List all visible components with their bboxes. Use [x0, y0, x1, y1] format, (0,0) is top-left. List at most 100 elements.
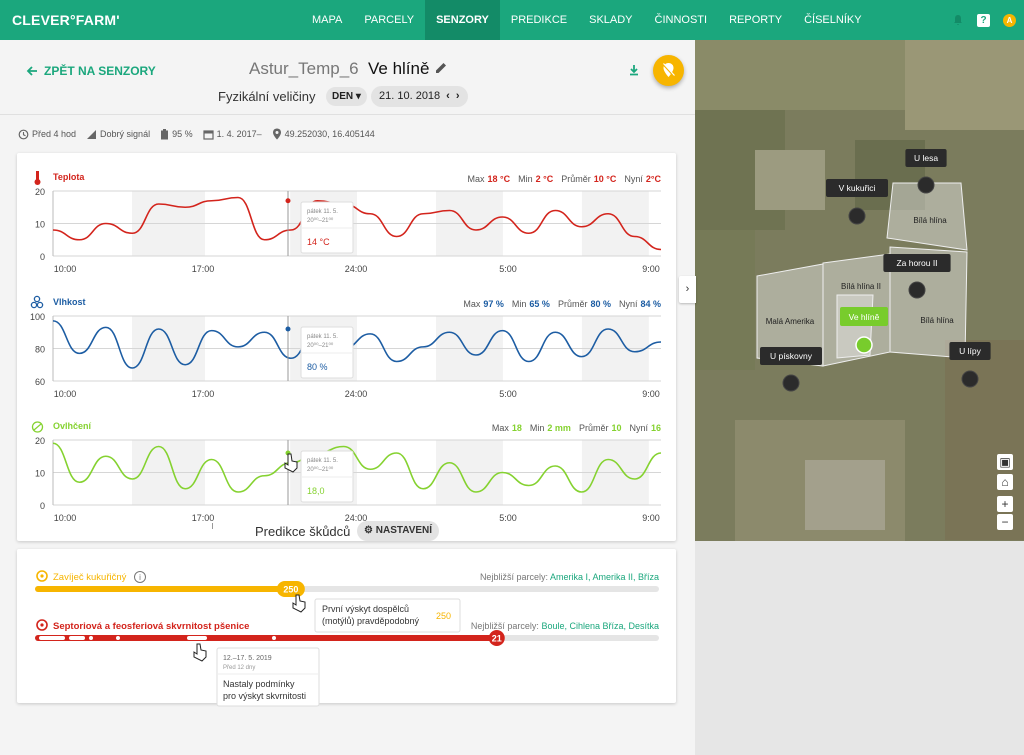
parcel-label: Bílá hlína: [920, 316, 954, 325]
chart-tooltip: pátek 11. 5. 20⁰⁰–21⁰⁰ 80 %: [300, 326, 354, 379]
divider-mark: [212, 523, 213, 529]
sensor-marker[interactable]: U lesa: [905, 149, 947, 194]
hover-point: [285, 326, 291, 332]
chart-stats: Max 18 °C Min 2 °C Průměr 10 °C Nyní 2°C: [467, 174, 661, 184]
chevron-left-icon[interactable]: ‹: [446, 90, 450, 102]
series-line: [52, 442, 662, 493]
sensor-marker[interactable]: U lípy: [949, 342, 991, 388]
info-battery: 95 %: [160, 128, 193, 140]
chart-title: Ovlhčení: [53, 421, 92, 431]
event-mark: [187, 636, 207, 640]
nav-item-sklady[interactable]: SKLADY: [589, 14, 633, 26]
pest-tooltip-1: První výskyt dospělců (motýlů) pravděpodo…: [314, 598, 461, 633]
info-installed: 1. 4. 2017–: [202, 129, 262, 140]
info-coords: 49.252030, 16.405144: [272, 128, 375, 140]
svg-text:i: i: [139, 573, 141, 582]
nav-item-senzory[interactable]: SENZORY: [425, 0, 500, 40]
satellite-map[interactable]: Bílá hlína Bílá hlína II Malá Amerika Bílá …: [695, 40, 1024, 541]
svg-text:14 °C: 14 °C: [307, 237, 330, 247]
sensor-name: Astur_Temp_6: [249, 59, 359, 78]
parcel-bila-hlina-top[interactable]: [886, 182, 968, 251]
chevron-right-icon[interactable]: ›: [455, 90, 460, 102]
back-to-sensors-link[interactable]: ZPĚT NA SENZORY: [26, 64, 156, 78]
download-icon[interactable]: [628, 64, 640, 76]
pest-row[interactable]: Zavíječ kukuřičný i Nejbližší parcely: Ame…: [35, 570, 659, 597]
y-tick-label: 10: [35, 469, 45, 479]
svg-text:První výskyt dospělců: První výskyt dospělců: [322, 604, 409, 614]
info-icon[interactable]: i: [134, 571, 146, 583]
period-select[interactable]: DEN ▾: [326, 87, 367, 106]
svg-text:U lípy: U lípy: [959, 346, 981, 356]
y-tick-label: 0: [40, 501, 45, 511]
map-zoom-in-button[interactable]: +: [997, 496, 1013, 512]
sensor-marker[interactable]: Za horou II: [883, 254, 951, 299]
parcel-label: Malá Amerika: [766, 317, 815, 326]
map-view[interactable]: Bílá hlína Bílá hlína II Malá Amerika Bílá …: [695, 40, 1024, 541]
sensor-marker[interactable]: V kukuřici: [826, 179, 888, 225]
y-tick-label: 0: [40, 252, 45, 262]
pencil-icon[interactable]: [434, 61, 448, 75]
svg-text:80 %: 80 %: [307, 362, 328, 372]
nav-item-mapa[interactable]: MAPA: [312, 14, 343, 26]
avatar[interactable]: A: [1003, 13, 1016, 27]
y-tick-label: 20: [35, 187, 45, 197]
main-nav: MAPA PARCELY SENZORY PREDIKCE SKLADY ČIN…: [301, 0, 873, 40]
info-signal: Dobrý signál: [86, 129, 150, 140]
chart-1: 100 80 60 10:00 17:00 24:00 5:00 9:00 Vlhkost Max…: [30, 295, 662, 399]
sensor-info-row: Před 4 hod Dobrý signál 95 % 1. 4. 2017–…: [18, 128, 375, 140]
chart-title: Vlhkost: [53, 297, 86, 307]
prediction-settings-button[interactable]: ⚙ NASTAVENÍ: [357, 521, 440, 541]
map-terrain: [805, 460, 885, 530]
help-icon[interactable]: ?: [977, 13, 990, 27]
map-layers-button[interactable]: ▣: [997, 454, 1013, 470]
battery-text: 95 %: [172, 129, 193, 139]
sensor-marker-active[interactable]: Ve hlíně: [840, 307, 888, 354]
hand-cursor-icon: [193, 643, 207, 662]
map-collapse-toggle[interactable]: ›: [679, 276, 696, 303]
chart-title: Teplota: [53, 172, 85, 182]
svg-text:U lesa: U lesa: [914, 153, 938, 163]
nav-item-predikce[interactable]: PREDIKCE: [510, 14, 568, 26]
parcel-label: Bílá hlína II: [841, 282, 881, 291]
calendar-icon: [202, 129, 214, 140]
quantities-label: Fyzikální veličiny: [218, 89, 316, 104]
series-line: [52, 196, 662, 251]
bug-icon: [36, 570, 48, 582]
map-home-button[interactable]: ⌂: [997, 474, 1013, 490]
map-zoom-out-button[interactable]: −: [997, 514, 1013, 530]
x-tick-label: 10:00: [54, 264, 77, 274]
pin-off-icon: [662, 63, 675, 77]
header-divider: [0, 114, 695, 115]
nav-item-cinnosti[interactable]: ČINNOSTI: [654, 14, 708, 26]
svg-text:20⁰⁰–21⁰⁰: 20⁰⁰–21⁰⁰: [307, 466, 334, 473]
svg-text:Ve hlíně: Ve hlíně: [849, 312, 880, 322]
date-picker[interactable]: 21. 10. 2018 ‹ ›: [371, 86, 468, 107]
coords-text: 49.252030, 16.405144: [284, 129, 375, 139]
app-logo[interactable]: CLEVER°FARM': [12, 12, 120, 28]
map-terrain: [905, 40, 1024, 130]
info-updated: Před 4 hod: [18, 129, 76, 140]
nav-item-reporty[interactable]: REPORTY: [729, 14, 783, 26]
chart-0: 20 10 0 10:00 17:00 24:00 5:00 9:00 Teplota Max 18…: [34, 171, 662, 274]
parcel-mala-amerika[interactable]: [756, 263, 824, 367]
map-terrain: [755, 150, 825, 210]
event-mark: [39, 636, 65, 640]
nav-item-parcely[interactable]: PARCELY: [364, 14, 415, 26]
svg-text:pro výskyt skvrnitosti: pro výskyt skvrnitosti: [223, 691, 306, 701]
event-mark: [116, 636, 120, 640]
x-tick-label: 24:00: [345, 264, 368, 274]
predictions-title: Predikce škůdců: [255, 524, 351, 539]
y-tick-label: 20: [35, 436, 45, 446]
bell-icon[interactable]: [952, 14, 964, 26]
pest-row[interactable]: Septoriová a feosferiová skvrnitost pšen…: [35, 619, 659, 646]
nav-item-ciselniky[interactable]: ČÍSELNÍKY: [804, 14, 862, 26]
x-tick-label: 9:00: [642, 513, 660, 523]
place-name: Ve hlíně: [368, 59, 430, 78]
sensor-marker[interactable]: U pískovny: [760, 347, 822, 392]
pest-tooltip-2: 12.–17. 5. 2019 Před 12 dny Nastaly podmín…: [216, 647, 320, 707]
sensor-location-button[interactable]: [653, 55, 684, 86]
settings-label: NASTAVENÍ: [375, 525, 433, 536]
event-mark: [89, 636, 93, 640]
pest-name: Septoriová a feosferiová skvrnitost pšen…: [53, 621, 249, 632]
